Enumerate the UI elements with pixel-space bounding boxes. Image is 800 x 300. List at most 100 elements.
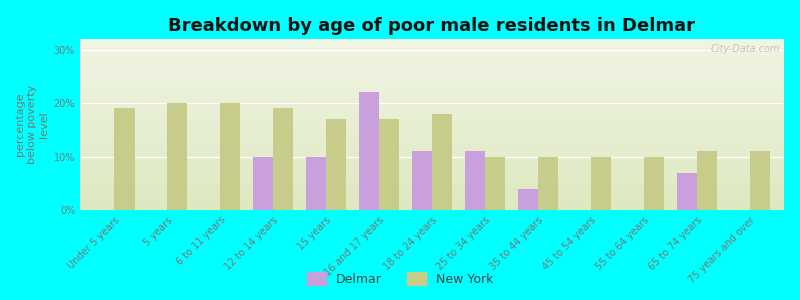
Bar [80, 208, 784, 210]
Bar [80, 83, 784, 85]
Bar [80, 107, 784, 109]
Bar [114, 109, 134, 210]
Bar [80, 109, 784, 111]
Bar [80, 80, 784, 82]
Bar [590, 157, 611, 210]
Bar [80, 106, 784, 107]
Bar [485, 157, 505, 210]
Bar [80, 78, 784, 80]
Bar [80, 174, 784, 176]
Bar [80, 184, 784, 186]
Bar [80, 198, 784, 200]
Bar [80, 73, 784, 75]
Bar [80, 90, 784, 92]
Bar [80, 124, 784, 126]
Bar [697, 151, 717, 210]
Bar [465, 151, 485, 210]
Bar [80, 202, 784, 203]
Bar [80, 169, 784, 171]
Bar [80, 193, 784, 195]
Bar [80, 61, 784, 63]
Bar [80, 140, 784, 142]
Bar [518, 189, 538, 210]
Bar [80, 145, 784, 147]
Bar [80, 119, 784, 121]
Bar [80, 118, 784, 119]
Bar [80, 95, 784, 97]
Bar [80, 111, 784, 112]
Bar [80, 205, 784, 207]
Bar [80, 155, 784, 157]
Bar [80, 142, 784, 143]
Bar [80, 203, 784, 205]
Bar [80, 85, 784, 87]
Bar [80, 200, 784, 202]
Bar [80, 94, 784, 95]
Bar [80, 195, 784, 196]
Bar [80, 49, 784, 51]
Bar [80, 166, 784, 167]
Bar [80, 178, 784, 179]
Bar [80, 88, 784, 90]
Bar [80, 131, 784, 133]
Bar [80, 56, 784, 58]
Bar [359, 92, 379, 210]
Bar [80, 116, 784, 118]
Bar [80, 63, 784, 65]
Bar [80, 130, 784, 131]
Bar [80, 138, 784, 140]
Bar [80, 65, 784, 66]
Bar [167, 103, 187, 210]
Bar [80, 143, 784, 145]
Bar [274, 109, 294, 210]
Bar [80, 102, 784, 104]
Bar [379, 119, 399, 210]
Bar [80, 70, 784, 71]
Bar [80, 183, 784, 184]
Bar [80, 126, 784, 128]
Bar [80, 171, 784, 172]
Bar [80, 53, 784, 54]
Bar [80, 128, 784, 130]
Bar [253, 157, 274, 210]
Title: Breakdown by age of poor male residents in Delmar: Breakdown by age of poor male residents … [169, 17, 695, 35]
Bar [750, 151, 770, 210]
Bar [412, 151, 432, 210]
Bar [80, 82, 784, 83]
Bar [80, 196, 784, 198]
Bar [80, 148, 784, 150]
Bar [80, 136, 784, 138]
Bar [220, 103, 240, 210]
Bar [80, 176, 784, 178]
Bar [80, 152, 784, 154]
Y-axis label: percentage
below poverty
level: percentage below poverty level [14, 85, 50, 164]
Bar [80, 59, 784, 61]
Bar [80, 190, 784, 191]
Bar [80, 172, 784, 174]
Bar [306, 157, 326, 210]
Bar [80, 46, 784, 48]
Bar [80, 135, 784, 137]
Bar [80, 92, 784, 94]
Bar [80, 76, 784, 78]
Bar [80, 97, 784, 99]
Bar [80, 112, 784, 114]
Bar [80, 71, 784, 73]
Bar [80, 54, 784, 56]
Bar [80, 157, 784, 159]
Bar [326, 119, 346, 210]
Bar [80, 99, 784, 100]
Bar [80, 167, 784, 169]
Bar [80, 44, 784, 46]
Bar [80, 42, 784, 44]
Bar [80, 147, 784, 148]
Bar [80, 75, 784, 76]
Bar [80, 87, 784, 88]
Bar [80, 164, 784, 166]
Bar [80, 159, 784, 161]
Bar [80, 160, 784, 162]
Bar [80, 66, 784, 68]
Bar [80, 41, 784, 42]
Bar [644, 157, 664, 210]
Bar [80, 39, 784, 41]
